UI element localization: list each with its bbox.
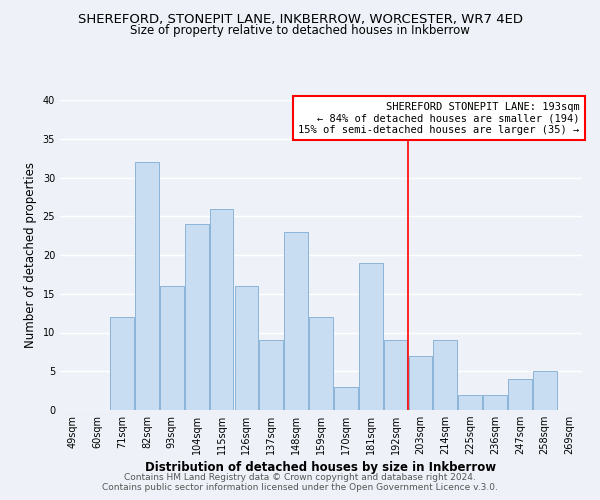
Bar	[458, 394, 482, 410]
Bar	[284, 232, 308, 410]
Bar	[533, 371, 557, 410]
Text: SHEREFORD STONEPIT LANE: 193sqm
← 84% of detached houses are smaller (194)
15% o: SHEREFORD STONEPIT LANE: 193sqm ← 84% of…	[298, 102, 580, 134]
Text: Contains HM Land Registry data © Crown copyright and database right 2024.: Contains HM Land Registry data © Crown c…	[124, 472, 476, 482]
Bar	[384, 340, 407, 410]
X-axis label: Distribution of detached houses by size in Inkberrow: Distribution of detached houses by size …	[145, 462, 497, 474]
Bar	[483, 394, 507, 410]
Bar	[508, 379, 532, 410]
Text: SHEREFORD, STONEPIT LANE, INKBERROW, WORCESTER, WR7 4ED: SHEREFORD, STONEPIT LANE, INKBERROW, WOR…	[77, 12, 523, 26]
Y-axis label: Number of detached properties: Number of detached properties	[24, 162, 37, 348]
Bar	[309, 317, 333, 410]
Bar	[210, 208, 233, 410]
Bar	[433, 340, 457, 410]
Bar	[160, 286, 184, 410]
Bar	[334, 387, 358, 410]
Bar	[110, 317, 134, 410]
Text: Contains public sector information licensed under the Open Government Licence v.: Contains public sector information licen…	[102, 484, 498, 492]
Bar	[135, 162, 159, 410]
Text: Size of property relative to detached houses in Inkberrow: Size of property relative to detached ho…	[130, 24, 470, 37]
Bar	[359, 263, 383, 410]
Bar	[235, 286, 258, 410]
Bar	[409, 356, 432, 410]
Bar	[185, 224, 209, 410]
Bar	[259, 340, 283, 410]
